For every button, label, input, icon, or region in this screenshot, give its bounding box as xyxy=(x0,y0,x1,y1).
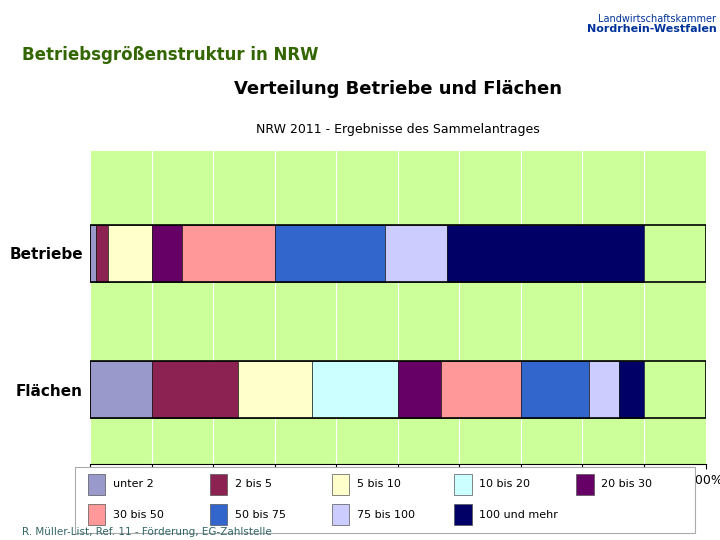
Bar xyxy=(90,361,706,418)
Text: Landwirtschaftskammer: Landwirtschaftskammer xyxy=(598,14,716,24)
Bar xyxy=(152,225,182,282)
Bar xyxy=(521,361,589,418)
X-axis label: Anteil: Anteil xyxy=(378,492,418,507)
Text: unter 2: unter 2 xyxy=(113,479,153,489)
Bar xyxy=(238,361,312,418)
Text: 30 bis 50: 30 bis 50 xyxy=(113,510,163,520)
Text: Nordrhein-Westfalen: Nordrhein-Westfalen xyxy=(587,24,716,35)
Text: 20 bis 30: 20 bis 30 xyxy=(601,479,652,489)
Bar xyxy=(332,474,349,495)
Bar xyxy=(447,225,644,282)
Text: 2 bis 5: 2 bis 5 xyxy=(235,479,272,489)
Bar xyxy=(90,225,706,282)
Bar xyxy=(88,474,105,495)
Bar xyxy=(210,474,228,495)
Text: R. Müller-List, Ref. 11 - Förderung, EG-Zahlstelle: R. Müller-List, Ref. 11 - Förderung, EG-… xyxy=(22,527,271,537)
Text: Verteilung Betriebe und Flächen: Verteilung Betriebe und Flächen xyxy=(234,80,562,98)
Text: 50 bis 75: 50 bis 75 xyxy=(235,510,286,520)
Text: NRW 2011 - Ergebnisse des Sammelantrages: NRW 2011 - Ergebnisse des Sammelantrages xyxy=(256,123,540,136)
Bar xyxy=(332,504,349,525)
Bar xyxy=(385,225,447,282)
Bar xyxy=(397,361,441,418)
Bar xyxy=(275,225,385,282)
Bar xyxy=(454,474,472,495)
Bar xyxy=(441,361,521,418)
Text: 10 bis 20: 10 bis 20 xyxy=(480,479,530,489)
Bar xyxy=(152,361,238,418)
Bar xyxy=(96,225,109,282)
Bar xyxy=(589,361,619,418)
Text: 100 und mehr: 100 und mehr xyxy=(480,510,558,520)
Bar xyxy=(312,361,397,418)
Bar xyxy=(576,474,594,495)
Bar xyxy=(88,504,105,525)
Bar xyxy=(454,504,472,525)
Text: 75 bis 100: 75 bis 100 xyxy=(357,510,415,520)
Bar xyxy=(90,361,152,418)
Bar xyxy=(182,225,275,282)
Text: 5 bis 10: 5 bis 10 xyxy=(357,479,401,489)
Bar xyxy=(210,504,228,525)
Bar xyxy=(619,361,644,418)
FancyBboxPatch shape xyxy=(75,467,696,533)
Text: Betriebsgrößenstruktur in NRW: Betriebsgrößenstruktur in NRW xyxy=(22,46,318,64)
Bar xyxy=(90,225,96,282)
Bar xyxy=(109,225,152,282)
